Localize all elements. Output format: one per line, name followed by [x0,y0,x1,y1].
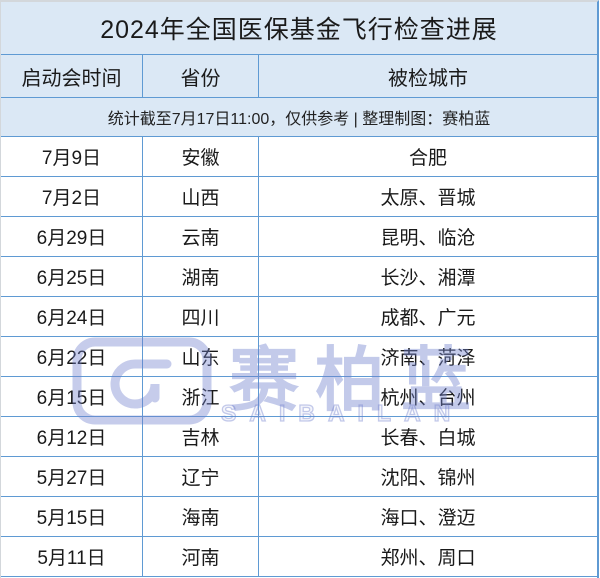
cell-inspected-cities: 长沙、湘潭 [380,268,476,289]
cell-province: 海南 [143,497,259,536]
table-row: 7月2日 山西 太原、晋城 [1,177,597,217]
cell-province: 湖南 [143,257,259,296]
cell-province: 河南 [143,537,259,576]
cell-inspected-cities: 杭州、台州 [380,388,476,409]
cell-launch-date: 6月12日 [1,417,143,456]
header-cell-province: 省份 [143,55,259,97]
cell-inspected-cities: 合肥 [408,148,447,169]
cell-province: 浙江 [143,377,259,416]
cell-province: 四川 [143,297,259,336]
table-row: 6月29日 云南 昆明、临沧 [1,217,597,257]
cell-inspected-cities: 海口、澄迈 [380,508,476,529]
cell-inspected-cities: 成都、广元 [380,308,476,329]
table-title: 2024年全国医保基金飞行检查进展 [1,2,597,55]
table-row: 6月22日 山东 济南、菏泽 [1,337,597,377]
cell-launch-date: 6月29日 [1,217,143,256]
cell-launch-date: 6月22日 [1,337,143,376]
table-row: 6月25日 湖南 长沙、湘潭 [1,257,597,297]
cell-province: 云南 [143,217,259,256]
table-row: 7月9日 安徽 合肥 [1,137,597,177]
table-header: 启动会时间 省份 被检城市 [1,55,597,98]
table-row: 5月15日 海南 海口、澄迈 [1,497,597,537]
cell-launch-date: 5月11日 [1,537,143,576]
cell-launch-date: 7月2日 [1,177,143,216]
cell-launch-date: 5月15日 [1,497,143,536]
table-note: 统计截至7月17日11:00，仅供参考 | 整理制图：赛柏蓝 [1,98,597,137]
header-cell-launch-date: 启动会时间 [1,55,143,97]
cell-province: 辽宁 [143,457,259,496]
table-row: 6月12日 吉林 长春、白城 [1,417,597,457]
cell-inspected-cities: 沈阳、锦州 [380,468,476,489]
cell-province: 吉林 [143,417,259,456]
table-row: 5月27日 辽宁 沈阳、锦州 [1,457,597,497]
cell-launch-date: 7月9日 [1,137,143,176]
cell-launch-date: 6月15日 [1,377,143,416]
cell-province: 山东 [143,337,259,376]
cell-inspected-cities: 长春、白城 [380,428,476,449]
cell-launch-date: 6月24日 [1,297,143,336]
cell-inspected-cities: 太原、晋城 [380,188,476,209]
table-row: 5月11日 河南 郑州、周口 [1,537,597,577]
cell-province: 安徽 [143,137,259,176]
cell-province: 山西 [143,177,259,216]
cell-inspected-cities: 郑州、周口 [380,548,476,569]
cell-launch-date: 5月27日 [1,457,143,496]
cell-launch-date: 6月25日 [1,257,143,296]
cell-inspected-cities: 济南、菏泽 [380,348,476,369]
cell-inspected-cities: 昆明、临沧 [380,228,476,249]
table-body: 7月9日 安徽 合肥 7月2日 山西 太原、晋城 6月29日 云南 昆明、临沧 6月25日 湖南 长沙… [1,137,597,577]
table-row: 6月24日 四川 成都、广元 [1,297,597,337]
table-row: 6月15日 浙江 杭州、台州 [1,377,597,417]
header-cell-inspected-cities: 被检城市 [388,67,468,90]
